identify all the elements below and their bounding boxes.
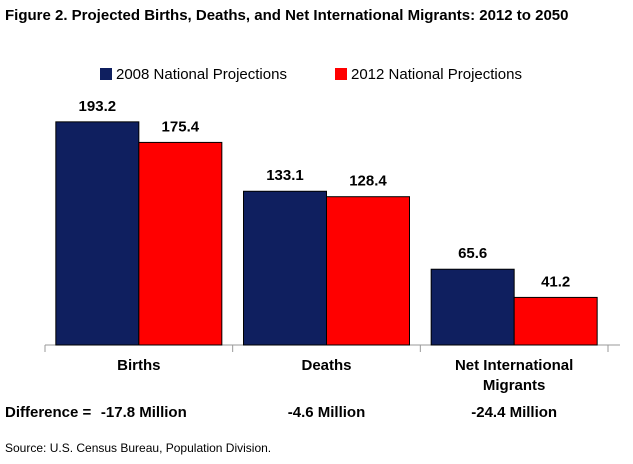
difference-value: -4.6 Million xyxy=(288,404,366,421)
bar xyxy=(55,121,140,346)
data-label: 128.4 xyxy=(349,173,387,190)
legend-label: 2012 National Projections xyxy=(351,66,522,83)
bar xyxy=(430,268,515,346)
source-note: Source: U.S. Census Bureau, Population D… xyxy=(5,441,271,455)
difference-value: -17.8 Million xyxy=(101,404,187,421)
legend-swatch xyxy=(335,68,347,80)
legend-swatch xyxy=(100,68,112,80)
x-tick-label: Births xyxy=(117,357,161,374)
bar xyxy=(326,196,410,346)
bar xyxy=(243,190,327,346)
data-label: 65.6 xyxy=(458,245,487,262)
data-label: 175.4 xyxy=(162,118,200,135)
data-label: 41.2 xyxy=(541,273,570,290)
difference-value: -24.4 Million xyxy=(471,404,557,421)
chart-title: Figure 2. Projected Births, Deaths, and … xyxy=(5,7,568,24)
bar xyxy=(513,296,598,346)
difference-label: Difference = xyxy=(5,404,92,421)
x-tick-label: Deaths xyxy=(301,357,352,374)
data-label: 193.2 xyxy=(79,98,117,115)
legend-label: 2008 National Projections xyxy=(116,66,287,83)
x-tick-label: Net International Migrants xyxy=(454,357,574,394)
bar xyxy=(138,141,223,346)
data-label: 133.1 xyxy=(266,167,304,184)
